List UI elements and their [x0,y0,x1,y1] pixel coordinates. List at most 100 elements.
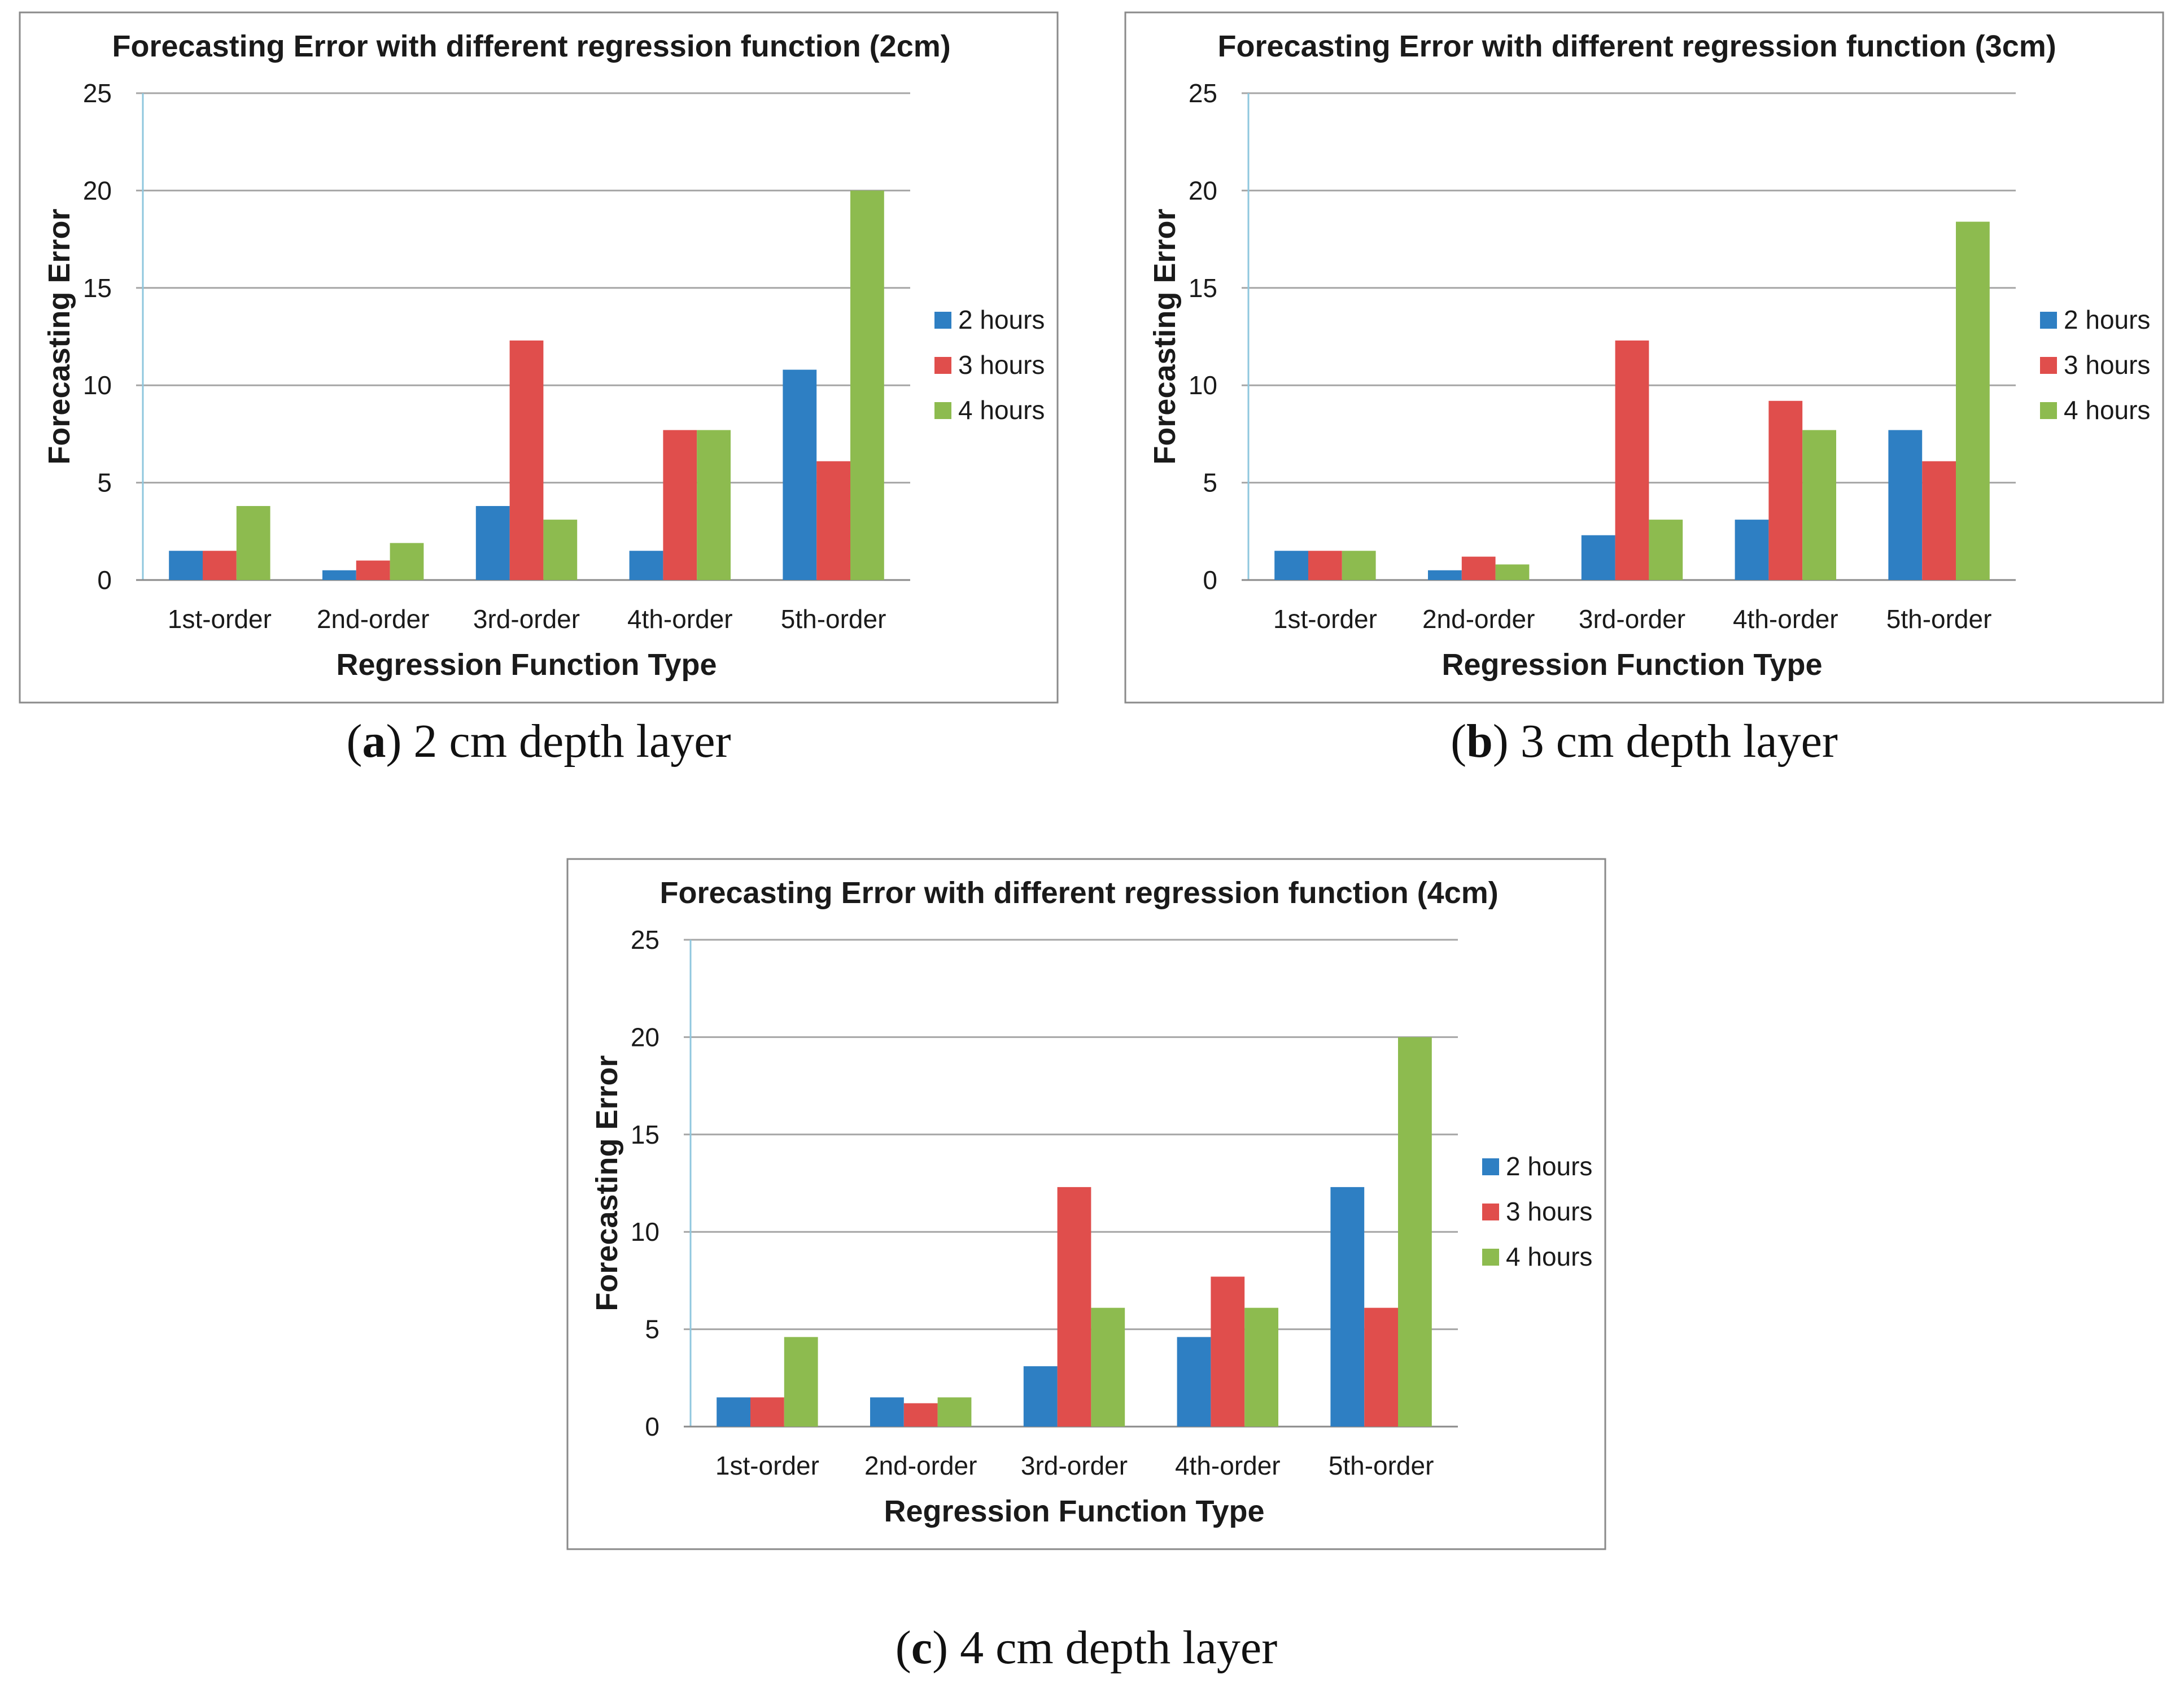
legend-entry: 3 hours [2064,350,2150,380]
caption-text: 2 cm depth layer [401,715,731,768]
chart-panel-c: Forecasting Error with different regress… [566,858,1606,1550]
bar-2-hours-5th-order [783,369,817,580]
x-tick-label: 1st-order [168,604,272,634]
bar-4-hours-1st-order [236,505,270,580]
y-tick-label: 10 [1189,370,1217,400]
x-tick-label: 5th-order [1886,604,1992,634]
bar-4-hours-5th-order [1955,221,1990,580]
chart-panel-a: Forecasting Error with different regress… [19,11,1059,704]
x-axis-title: Regression Function Type [884,1494,1264,1528]
y-axis-title: Forecasting Error [590,1055,624,1311]
caption-paren-close: ) [932,1621,948,1674]
legend-entry: 2 hours [2064,305,2150,334]
bar-3-hours-1st-order [1308,551,1342,580]
bar-3-hours-3rd-order [509,340,544,580]
bar-3-hours-1st-order [203,551,237,580]
legend-swatch [934,402,951,419]
bar-2-hours-3rd-order [1581,535,1615,580]
caption-paren-open: ( [346,715,362,768]
chart-title: Forecasting Error with different regress… [112,29,951,63]
bar-3-hours-2nd-order [356,560,390,580]
legend-entry: 2 hours [1506,1152,1592,1181]
bar-4-hours-1st-order [784,1337,818,1427]
bar-4-hours-2nd-order [390,543,424,580]
chart-panel-b: Forecasting Error with different regress… [1124,11,2164,704]
chart-title: Forecasting Error with different regress… [1218,29,2056,63]
figure-caption: (a) 2 cm depth layer [346,715,731,768]
x-tick-label: 2nd-order [864,1451,977,1480]
legend-entry: 2 hours [958,305,1045,334]
legend-entry: 4 hours [1506,1242,1592,1271]
bar-4-hours-5th-order [850,190,884,580]
caption-text: 3 cm depth layer [1509,715,1838,768]
x-tick-label: 2nd-order [317,604,429,634]
bar-2-hours-2nd-order [322,570,356,580]
bar-2-hours-3rd-order [1023,1366,1058,1427]
y-tick-label: 20 [83,176,112,205]
bar-3-hours-5th-order [816,461,850,580]
x-tick-label: 2nd-order [1422,604,1535,634]
bar-2-hours-5th-order [1330,1187,1365,1427]
figure-caption: (c) 4 cm depth layer [896,1621,1277,1674]
bar-3-hours-2nd-order [903,1403,938,1427]
caption-letter: c [911,1621,932,1674]
bar-3-hours-4th-order [663,430,697,580]
y-tick-label: 10 [83,370,112,400]
bar-4-hours-3rd-order [543,520,578,580]
x-tick-label: 3rd-order [473,604,580,634]
bar-2-hours-3rd-order [475,505,510,580]
caption-text: 4 cm depth layer [948,1621,1277,1674]
x-axis-title: Regression Function Type [1442,648,1822,682]
legend-entry: 3 hours [958,350,1045,380]
bar-2-hours-1st-order [169,551,203,580]
bar-4-hours-2nd-order [1495,564,1530,580]
y-tick-label: 25 [631,925,659,954]
legend-entry: 4 hours [958,395,1045,425]
bar-3-hours-2nd-order [1461,556,1496,580]
y-axis-title: Forecasting Error [1148,208,1182,464]
y-axis-title: Forecasting Error [42,208,76,464]
y-tick-label: 10 [631,1217,659,1246]
bar-4-hours-4th-order [1244,1307,1278,1427]
caption-letter: b [1466,715,1493,768]
bar-2-hours-5th-order [1888,430,1923,580]
y-tick-label: 25 [83,79,112,108]
bar-2-hours-4th-order [1177,1337,1211,1427]
bar-4-hours-3rd-order [1649,520,1683,580]
caption-paren-open: ( [896,1621,911,1674]
bar-4-hours-4th-order [697,430,731,580]
bar-3-hours-3rd-order [1057,1187,1091,1427]
bar-2-hours-2nd-order [870,1397,904,1427]
x-tick-label: 1st-order [1273,604,1377,634]
x-tick-label: 1st-order [715,1451,819,1480]
legend-entry: 4 hours [2064,395,2150,425]
bar-2-hours-1st-order [717,1397,751,1427]
bar-3-hours-3rd-order [1615,340,1649,580]
chart-title: Forecasting Error with different regress… [660,876,1499,910]
y-tick-label: 5 [645,1315,659,1344]
bar-2-hours-4th-order [1735,520,1769,580]
legend-swatch [1482,1204,1499,1220]
bar-3-hours-4th-order [1768,400,1803,580]
y-tick-label: 15 [1189,273,1217,303]
legend-swatch [934,312,951,329]
caption-paren-open: ( [1451,715,1466,768]
legend-swatch [934,357,951,374]
bar-4-hours-3rd-order [1091,1307,1125,1427]
bar-4-hours-4th-order [1802,430,1836,580]
legend-swatch [2040,357,2057,374]
y-tick-label: 5 [97,468,112,498]
caption-paren-close: ) [386,715,401,768]
figure-caption: (b) 3 cm depth layer [1451,715,1838,768]
x-axis-title: Regression Function Type [336,648,717,682]
caption-letter: a [362,715,386,768]
x-tick-label: 5th-order [1329,1451,1434,1480]
y-tick-label: 0 [1203,565,1217,595]
bar-2-hours-4th-order [629,551,663,580]
bar-2-hours-1st-order [1274,551,1309,580]
y-tick-label: 20 [631,1022,659,1052]
y-tick-label: 0 [645,1412,659,1441]
bar-3-hours-4th-order [1211,1276,1245,1427]
bar-4-hours-5th-order [1397,1037,1432,1427]
